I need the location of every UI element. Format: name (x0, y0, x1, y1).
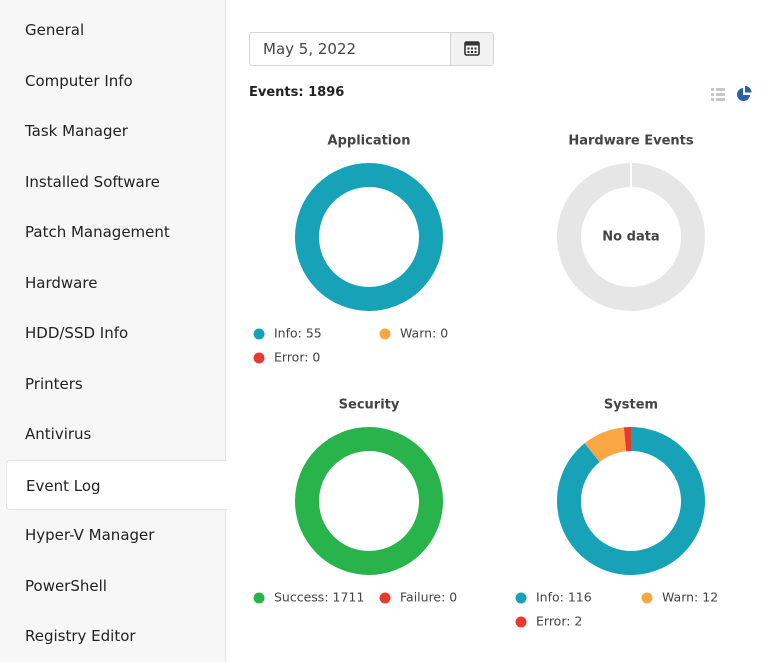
legend-dot (253, 592, 265, 604)
legend-dot (515, 616, 527, 628)
nav-item[interactable]: Computer Info (25, 71, 133, 90)
donut-segment (584, 427, 627, 463)
charts-area: Application Info: 55 Warn: 0 Error: 0 Hardwa… (253, 86, 752, 629)
legend-label: Failure: 0 (400, 590, 457, 605)
chart-title: Security (339, 398, 400, 413)
chart-view-icon[interactable] (737, 86, 752, 101)
nav-item[interactable]: HDD/SSD Info (25, 324, 129, 342)
legend-label: Error: 0 (274, 350, 320, 365)
calendar-icon (464, 41, 480, 56)
sidebar: General Computer Info Task Manager Installe… (0, 0, 227, 662)
legend-dot (253, 352, 265, 364)
events-count: Events: 1896 (249, 85, 345, 100)
calendar-button[interactable] (450, 33, 493, 65)
nav-item[interactable]: Task Manager (25, 122, 128, 140)
legend-dot (379, 592, 391, 604)
legend-label: Info: 55 (274, 326, 322, 341)
center-text: No data (602, 230, 659, 245)
chart-title: System (604, 398, 658, 413)
list-view-icon[interactable] (711, 88, 725, 101)
chart-title: Application (328, 134, 411, 149)
nav-item[interactable]: General (25, 21, 85, 39)
legend-label: Info: 116 (536, 590, 592, 605)
donut-segment (295, 163, 443, 311)
legend-label: Warn: 12 (662, 590, 718, 605)
legend-label: Warn: 0 (400, 326, 448, 341)
date-picker[interactable]: May 5, 2022 (249, 32, 494, 66)
legend-label: Success: 1711 (274, 590, 364, 605)
nav-item[interactable]: Installed Software (25, 172, 160, 191)
donut-segment (557, 427, 705, 575)
legend-label: Error: 2 (536, 614, 582, 629)
nav-item[interactable]: Printers (25, 374, 83, 393)
nav-item[interactable]: Hardware (25, 273, 98, 292)
nav-item[interactable]: Antivirus (25, 425, 92, 443)
chart-title: Hardware Events (568, 134, 694, 149)
date-text: May 5, 2022 (263, 40, 357, 58)
nav-item[interactable]: Registry Editor (25, 627, 136, 645)
legend-dot (641, 592, 653, 604)
nav-item[interactable]: Patch Management (25, 223, 170, 241)
legend-dot (379, 328, 391, 340)
donut-segment (295, 427, 443, 575)
nav-item[interactable]: Event Log (6, 459, 227, 510)
legend-dot (515, 592, 527, 604)
nav-item[interactable]: PowerShell (25, 576, 107, 595)
legend-dot (253, 328, 265, 340)
nav-item[interactable]: Hyper-V Manager (25, 526, 155, 544)
